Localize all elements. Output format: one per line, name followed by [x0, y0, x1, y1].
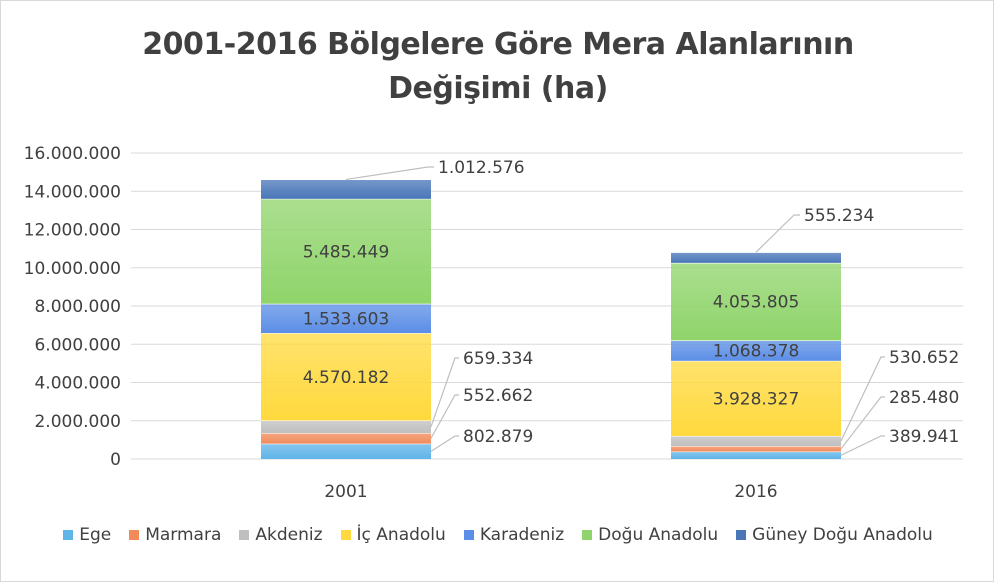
- legend-item: Akdeniz: [239, 525, 323, 545]
- bar-segment-karadeniz: [261, 303, 431, 334]
- data-label: 530.652: [889, 348, 959, 368]
- bar-segment-ege: [671, 451, 841, 459]
- bar-segment-i-anadolu: [671, 360, 841, 436]
- y-tick-label: 14.000.000: [24, 182, 121, 202]
- bar-segment-i-anadolu: [261, 333, 431, 421]
- legend-swatch: [63, 530, 74, 540]
- data-label: 3.928.327: [713, 389, 800, 409]
- chart-title: 2001-2016 Bölgelere Göre Mera Alanlarını…: [1, 23, 994, 111]
- data-label: 1.012.576: [438, 158, 525, 178]
- legend-swatch: [736, 530, 747, 540]
- data-label: 659.334: [463, 349, 533, 369]
- data-label-leader-line: [840, 435, 885, 456]
- data-label-leader-line: [430, 394, 459, 439]
- bar-segment-do-u-anadolu: [261, 198, 431, 304]
- legend-label: Ege: [79, 525, 112, 545]
- legend-swatch: [340, 530, 351, 540]
- data-label: 4.570.182: [303, 368, 390, 388]
- legend-label: Karadeniz: [479, 525, 565, 545]
- legend-swatch: [463, 530, 474, 540]
- y-tick-label: 12.000.000: [24, 221, 121, 241]
- chart-title-line-2: Değişimi (ha): [388, 71, 608, 106]
- data-label-leader-line: [840, 356, 885, 442]
- y-tick-label: 2.000.000: [34, 412, 121, 432]
- y-tick-label: 16.000.000: [24, 144, 121, 164]
- bar-segment-akdeniz: [261, 420, 431, 434]
- data-label: 389.941: [889, 427, 959, 447]
- legend-label: Marmara: [145, 525, 222, 545]
- y-tick-label: 8.000.000: [34, 297, 121, 317]
- bar-segment-akdeniz: [671, 435, 841, 447]
- bar-segment-karadeniz: [671, 340, 841, 361]
- legend-label: Akdeniz: [255, 525, 323, 545]
- data-label: 1.533.603: [303, 309, 390, 329]
- bar-segment-do-u-anadolu: [671, 262, 841, 341]
- legend-item: Ege: [63, 525, 111, 545]
- legend-swatch: [582, 530, 593, 540]
- bar-segment-g-ney-do-u-anadolu: [671, 252, 841, 263]
- legend-item: İç Anadolu: [340, 525, 446, 545]
- data-label-leader-line: [430, 357, 459, 427]
- y-tick-label: 10.000.000: [24, 259, 121, 279]
- y-tick-label: 4.000.000: [34, 374, 121, 394]
- bar-segment-g-ney-do-u-anadolu: [261, 179, 431, 199]
- x-category-label: 2001: [324, 482, 367, 502]
- data-label: 555.234: [804, 206, 874, 226]
- data-label: 285.480: [889, 388, 959, 408]
- bar-segment-marmara: [261, 433, 431, 444]
- bar-segment-ege: [261, 443, 431, 459]
- data-label: 552.662: [463, 386, 533, 406]
- data-label: 802.879: [463, 427, 533, 447]
- y-tick-label: 6.000.000: [34, 335, 121, 355]
- data-label-leader-line: [755, 214, 800, 253]
- legend-label: Güney Doğu Anadolu: [752, 525, 933, 545]
- bar-segment-marmara: [671, 446, 841, 452]
- legend-swatch: [129, 530, 140, 540]
- chart-title-line-1: 2001-2016 Bölgelere Göre Mera Alanlarını…: [142, 27, 854, 62]
- legend-swatch: [239, 530, 250, 540]
- data-label: 1.068.378: [713, 342, 800, 362]
- legend-item: Doğu Anadolu: [582, 525, 718, 545]
- data-label: 4.053.805: [713, 293, 800, 313]
- legend-item: Güney Doğu Anadolu: [736, 525, 933, 545]
- data-label-leader-line: [345, 166, 434, 181]
- legend-label: İç Anadolu: [356, 525, 446, 545]
- data-label-leader-line: [840, 396, 885, 450]
- legend-label: Doğu Anadolu: [598, 525, 719, 545]
- legend-item: Karadeniz: [463, 525, 565, 545]
- chart-legend: Ege Marmara Akdeniz İç Anadolu Karadeniz Doğu…: [1, 525, 994, 545]
- data-label: 5.485.449: [303, 242, 390, 262]
- x-category-label: 2016: [734, 482, 777, 502]
- y-tick-label: 0: [110, 450, 121, 470]
- legend-item: Marmara: [129, 525, 221, 545]
- data-label-leader-line: [430, 435, 459, 452]
